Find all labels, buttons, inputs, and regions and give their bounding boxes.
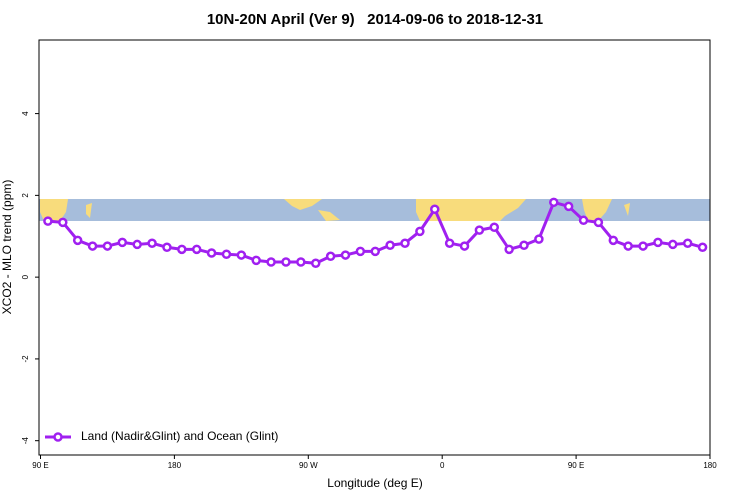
ocean xyxy=(39,199,710,221)
chart-title: 10N-20N April (Ver 9) 2014-09-06 to 2018… xyxy=(207,11,543,28)
y-tick-label: 4 xyxy=(21,111,30,116)
point xyxy=(534,234,544,244)
point xyxy=(147,238,157,248)
point xyxy=(668,239,678,250)
point xyxy=(221,249,232,259)
point xyxy=(340,250,351,260)
land xyxy=(284,199,322,210)
point xyxy=(385,240,395,251)
point xyxy=(459,241,470,251)
point xyxy=(251,255,261,266)
point xyxy=(102,241,113,251)
point xyxy=(593,217,604,228)
point xyxy=(400,238,410,248)
land xyxy=(624,203,630,216)
y-axis-label: XCO2 - MLO trend (ppm) xyxy=(0,180,14,315)
point xyxy=(117,237,128,248)
land xyxy=(318,210,340,221)
plot-frame xyxy=(38,39,711,456)
point xyxy=(563,201,574,212)
y-tick-label: -4 xyxy=(21,437,30,445)
map-band xyxy=(39,199,710,221)
point xyxy=(653,237,663,248)
point xyxy=(474,225,485,235)
point xyxy=(415,226,425,237)
point xyxy=(489,222,500,233)
point xyxy=(444,238,455,248)
point xyxy=(430,204,440,215)
legend-label: Land (Nadir&Glint) and Ocean (Glint) xyxy=(81,429,278,443)
point xyxy=(578,215,589,226)
point xyxy=(519,240,529,251)
point xyxy=(132,239,142,250)
point xyxy=(177,244,187,255)
point xyxy=(310,258,321,268)
point xyxy=(355,246,366,257)
point xyxy=(682,238,693,248)
point xyxy=(281,257,291,267)
point xyxy=(266,257,276,267)
point xyxy=(697,242,708,253)
x-tick-label: 90 E xyxy=(32,461,48,470)
x-axis-label: Longitude (deg E) xyxy=(327,476,422,490)
point xyxy=(206,248,217,258)
land xyxy=(40,199,68,221)
point xyxy=(296,257,306,267)
point xyxy=(191,244,202,255)
point xyxy=(608,235,619,246)
point xyxy=(236,250,247,260)
x-tick-label: 180 xyxy=(168,461,182,470)
point xyxy=(87,241,98,251)
land xyxy=(582,199,612,221)
legend-marker xyxy=(53,432,63,442)
y-tick-label: 2 xyxy=(21,193,30,198)
point xyxy=(43,216,53,226)
point xyxy=(623,241,633,251)
x-tick-label: 180 xyxy=(703,461,717,470)
point xyxy=(162,242,172,253)
land xyxy=(86,203,92,218)
point xyxy=(325,251,336,262)
point xyxy=(58,217,68,228)
y-tick-label: 0 xyxy=(21,274,30,279)
x-tick-label: 90 W xyxy=(299,461,318,470)
point xyxy=(504,244,514,255)
x-tick-label: 0 xyxy=(440,461,445,470)
point xyxy=(72,235,83,246)
land xyxy=(416,199,526,221)
point xyxy=(638,241,648,251)
x-tick-label: 90 E xyxy=(568,461,584,470)
y-tick-label: -2 xyxy=(21,355,30,363)
point xyxy=(549,197,559,208)
point xyxy=(370,246,380,257)
